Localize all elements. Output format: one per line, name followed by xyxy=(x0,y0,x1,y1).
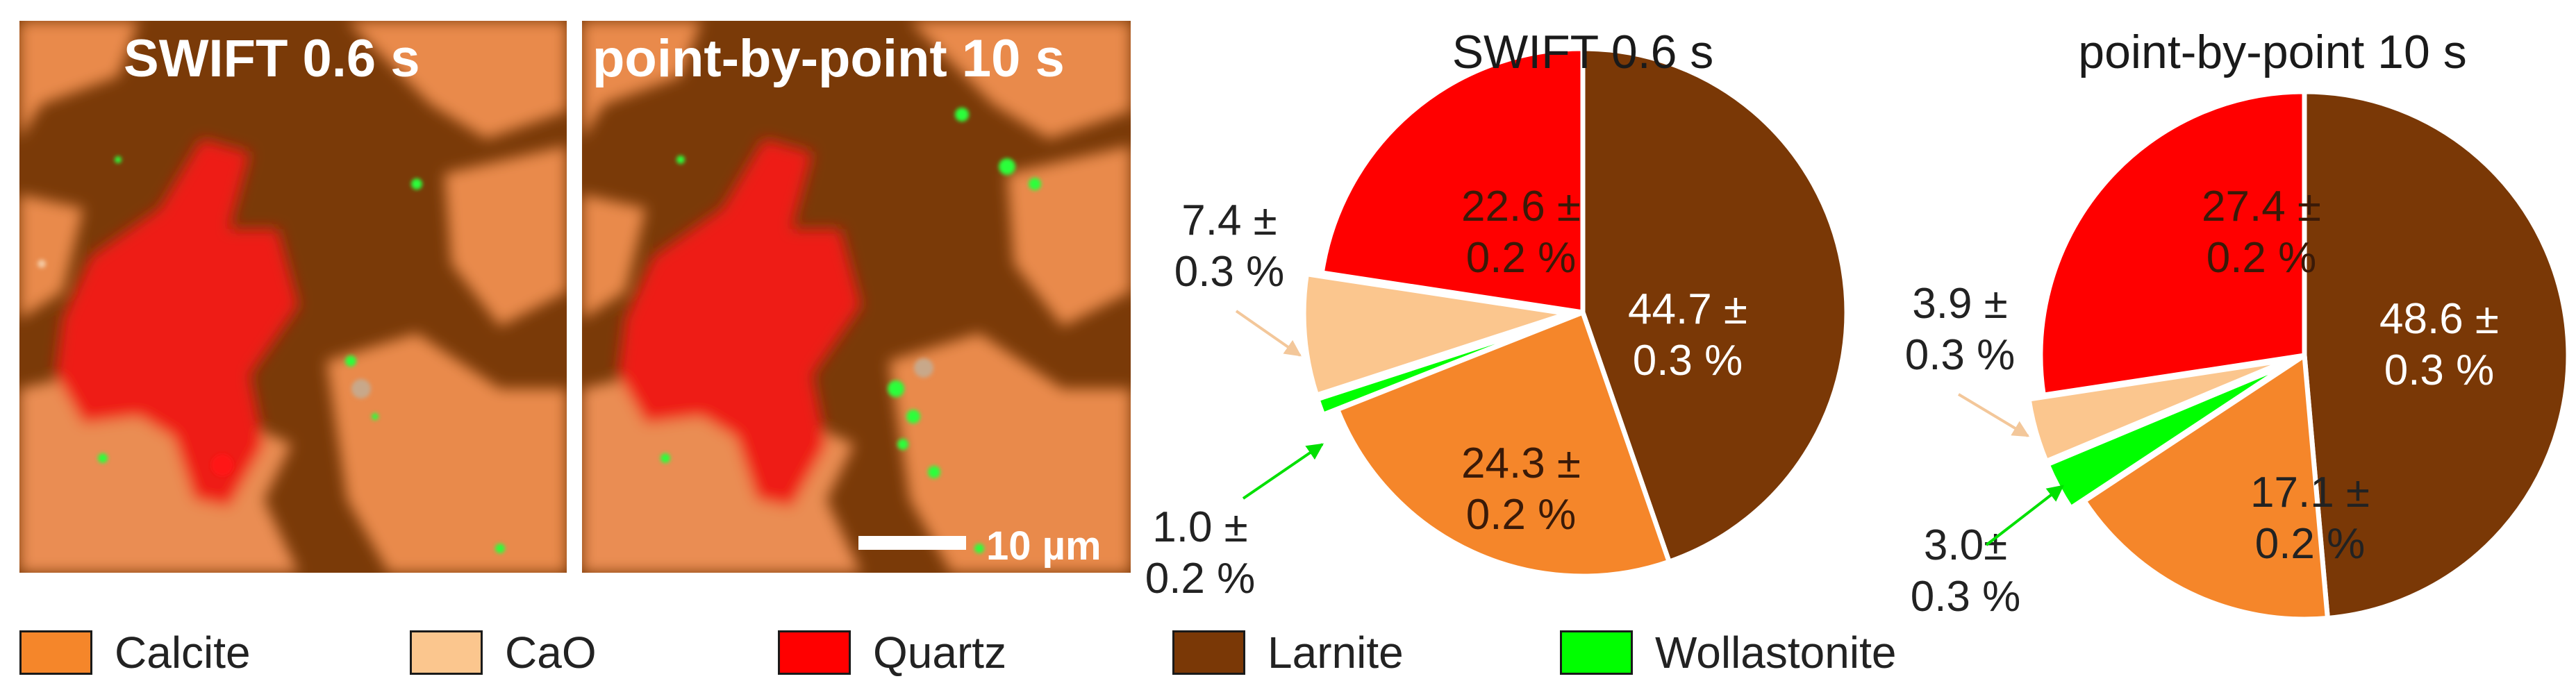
legend-label: CaO xyxy=(505,628,597,678)
calcite-region xyxy=(347,21,567,139)
map-title: point-by-point 10 s xyxy=(592,29,1065,88)
quartz-region xyxy=(618,139,861,507)
phase-map-swift xyxy=(19,21,567,573)
data-label-cao: 3.9 ±0.3 % xyxy=(1905,280,2016,379)
pie-slice-cao xyxy=(2026,357,2291,465)
pie-slice-quartz xyxy=(2038,89,2307,398)
data-label-calcite: 17.1 ±0.2 % xyxy=(2250,469,2370,568)
legend-item-cao: CaO xyxy=(410,625,597,680)
calcite-region xyxy=(582,21,701,139)
pie-chart-point-by-point: 48.6 ±0.3 %17.1 ±0.2 % 3.0± 0.3 % 3.9 ±0.3 … xyxy=(1905,89,2571,622)
pie-slice-wollastonite xyxy=(1314,315,1570,418)
legend-label: Quartz xyxy=(873,628,1007,678)
chart-title: point-by-point 10 s xyxy=(2078,26,2466,78)
quartz-swatch xyxy=(778,630,851,675)
pie-slice-calcite xyxy=(2081,351,2331,622)
chart-title: SWIFT 0.6 s xyxy=(1452,26,1714,78)
calcite-region xyxy=(444,146,567,326)
legend-item-wollastonite: Wollastonite xyxy=(1560,625,1896,680)
data-label-quartz: 27.4 ±0.2 % xyxy=(2202,183,2321,282)
wollastonite-leader-arrow xyxy=(1242,443,1324,500)
legend-label: Calcite xyxy=(115,628,251,678)
legend-label: Larnite xyxy=(1268,628,1404,678)
data-label-cao: 7.4 ±0.3 % xyxy=(1174,196,1285,296)
pie-slice-larnite xyxy=(1580,46,1850,565)
legend-item-larnite: Larnite xyxy=(1172,625,1404,680)
cao-leader-arrow xyxy=(1957,393,2030,437)
map-title: SWIFT 0.6 s xyxy=(124,29,420,88)
data-label-wollastonite: 3.0± 0.3 % xyxy=(1911,521,2021,621)
pie-slice-larnite xyxy=(2302,89,2571,621)
cao-leader-arrow xyxy=(1235,310,1302,357)
pie-slice-quartz xyxy=(1319,46,1586,316)
legend-label: Wollastonite xyxy=(1655,628,1897,678)
data-label-larnite: 48.6 ±0.3 % xyxy=(2379,295,2499,394)
data-label-wollastonite: 1.0 ±0.2 % xyxy=(1145,503,1256,603)
calcite-region xyxy=(19,194,83,319)
pie-chart-swift: 44.7 ±0.3 % 24.3 ±0.2 % 1.0 ±0.2 % 7.4 ±0.3… xyxy=(1145,46,1850,603)
data-label-quartz: 22.6 ±0.2 % xyxy=(1461,183,1581,282)
wollastonite-leader-arrow xyxy=(1985,485,2064,546)
scalebar-label: 10 µm xyxy=(986,523,1102,569)
wollastonite-swatch xyxy=(1560,630,1633,675)
larnite-swatch xyxy=(1172,630,1245,675)
cao-swatch xyxy=(410,630,483,675)
calcite-region xyxy=(910,21,1131,139)
calcite-region xyxy=(1007,146,1131,326)
legend-item-calcite: Calcite xyxy=(19,625,251,680)
calcite-swatch xyxy=(19,630,92,675)
pie-slice-cao xyxy=(1301,271,1569,398)
calcite-region xyxy=(19,21,139,139)
quartz-region xyxy=(56,139,299,507)
calcite-region xyxy=(582,194,646,319)
calcite-region xyxy=(326,333,567,573)
calcite-region xyxy=(889,333,1131,573)
phase-map-point-by-point xyxy=(582,21,1131,573)
scalebar xyxy=(858,536,966,550)
data-label-calcite: 24.3 ±0.2 % xyxy=(1461,439,1581,539)
legend-item-quartz: Quartz xyxy=(778,625,1006,680)
data-label-larnite: 44.7 ±0.3 % xyxy=(1628,285,1747,385)
